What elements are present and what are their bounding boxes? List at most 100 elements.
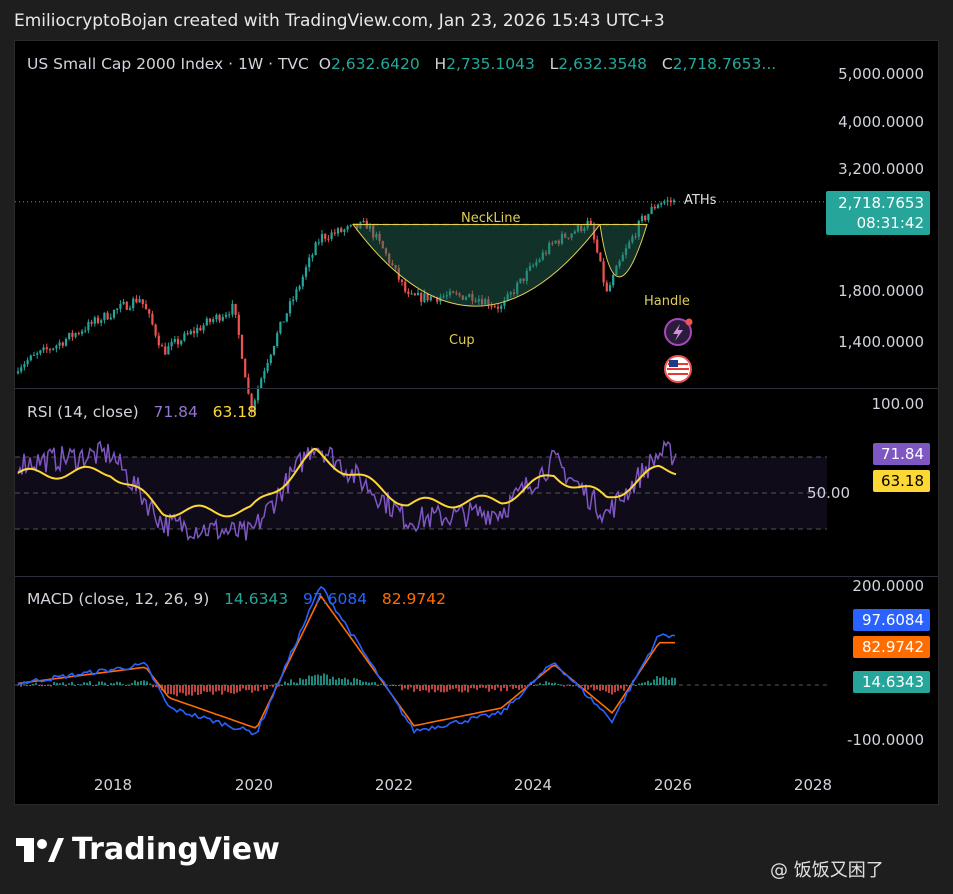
macd-signal-value: 82.9742 — [381, 590, 446, 608]
candle-body — [570, 233, 573, 238]
macd-histogram-bar — [446, 685, 448, 692]
candle-body — [445, 295, 448, 297]
macd-histogram-bar — [422, 685, 424, 690]
candle-body — [522, 278, 525, 281]
macd-histogram-bar — [485, 685, 487, 689]
macd-histogram-bar — [92, 685, 94, 686]
macd-histogram-bar — [377, 685, 379, 686]
macd-histogram-bar — [359, 679, 361, 685]
candle-body — [64, 339, 68, 346]
event-icons[interactable] — [660, 316, 700, 386]
candle-body — [362, 220, 365, 223]
macd-histogram-bar — [230, 685, 232, 694]
chart-container[interactable]: US Small Cap 2000 Index · 1W · TVC O2,63… — [14, 40, 939, 805]
macd-histogram-bar — [431, 685, 433, 690]
candle-body — [74, 333, 77, 337]
macd-histogram-bar — [503, 685, 505, 688]
candle-body — [340, 228, 343, 233]
tradingview-logo[interactable]: TradingView — [16, 832, 280, 867]
last-price-value: 2,718.7653 — [838, 194, 924, 212]
macd-histogram-bar — [329, 678, 331, 685]
macd-title[interactable]: MACD (close, 12, 26, 9) — [27, 590, 210, 608]
candle-body — [669, 200, 672, 203]
macd-histogram-bar — [71, 681, 73, 685]
rsi-legend: RSI (14, close) 71.84 63.18 — [27, 403, 257, 421]
rsi-title[interactable]: RSI (14, close) — [27, 403, 139, 421]
macd-histogram-bar — [227, 685, 229, 693]
candle-body — [506, 294, 509, 301]
macd-histogram-bar — [32, 683, 34, 685]
macd-histogram-bar — [296, 682, 298, 685]
macd-histogram-bar — [455, 685, 457, 689]
candle-body — [301, 276, 304, 287]
chart-svg[interactable] — [15, 41, 939, 805]
candle-body — [647, 213, 650, 221]
macd-histogram-bar — [506, 685, 508, 692]
macd-histogram-bar — [671, 677, 673, 685]
macd-histogram-bar — [461, 685, 463, 693]
macd-histogram-bar — [368, 682, 370, 685]
candle-body — [448, 291, 452, 296]
macd-histogram-bar — [470, 685, 472, 689]
candle-body — [576, 225, 580, 232]
candle-body — [426, 293, 429, 301]
candle-body — [240, 334, 244, 359]
candle-body — [148, 309, 151, 314]
candle-body — [410, 293, 413, 295]
macd-histogram-bar — [665, 677, 667, 685]
macd-histogram-bar — [29, 685, 31, 686]
macd-histogram-bar — [260, 685, 262, 687]
macd-histogram-bar — [335, 679, 337, 685]
macd-histogram-bar — [605, 685, 607, 692]
cup-handle-pattern — [352, 223, 648, 307]
candle-body — [416, 292, 420, 296]
candle-body — [493, 306, 496, 308]
macd-histogram-bar — [608, 685, 610, 693]
macd-histogram-bar — [566, 684, 568, 686]
macd-histogram-bar — [551, 682, 553, 685]
macd-histogram-bar — [659, 677, 661, 685]
macd-histogram-bar — [119, 682, 121, 685]
macd-line-value: 97.6084 — [302, 590, 368, 608]
candle-body — [186, 333, 189, 335]
macd-histogram-bar — [266, 685, 268, 689]
watermark: @ 饭饭又困了 — [770, 856, 884, 882]
candle-body — [525, 270, 528, 281]
candle-body — [477, 299, 480, 302]
macd-histogram-bar — [389, 684, 391, 686]
candle-body — [336, 228, 340, 234]
macd-line-tag: 97.6084 — [853, 609, 930, 631]
symbol-title[interactable]: US Small Cap 2000 Index · 1W · TVC — [27, 55, 309, 73]
macd-histogram-bar — [239, 685, 241, 692]
macd-histogram-bar — [275, 683, 277, 685]
macd-histogram-bar — [26, 685, 28, 686]
candle-body — [631, 236, 634, 243]
macd-histogram-bar — [320, 675, 322, 685]
rsi-value-tag: 71.84 — [873, 443, 930, 465]
candle-body — [612, 274, 615, 286]
macd-histogram-bar — [623, 685, 625, 691]
candle-body — [250, 393, 253, 413]
candle-body — [644, 215, 647, 221]
candle-body — [253, 400, 256, 413]
macd-histogram-bar — [593, 685, 595, 691]
macd-histogram-bar — [437, 685, 439, 691]
candle-body — [404, 281, 407, 292]
candle-body — [125, 301, 128, 310]
candle-body — [640, 215, 644, 221]
macd-histogram-bar — [620, 685, 622, 689]
macd-histogram-bar — [206, 685, 208, 692]
pane-divider-macd[interactable] — [15, 576, 938, 577]
macd-histogram-bar — [233, 685, 235, 694]
macd-histogram-bar — [221, 685, 223, 695]
pane-divider-rsi[interactable] — [15, 388, 938, 389]
candle-body — [61, 342, 64, 346]
macd-histogram-bar — [17, 684, 19, 686]
macd-histogram-bar — [488, 685, 490, 692]
macd-histogram-bar — [254, 685, 256, 691]
macd-histogram-bar — [47, 685, 49, 686]
macd-histogram-bar — [131, 683, 133, 685]
candle-body — [160, 345, 164, 347]
macd-histogram-bar — [371, 682, 373, 685]
macd-histogram-bar — [284, 681, 286, 685]
